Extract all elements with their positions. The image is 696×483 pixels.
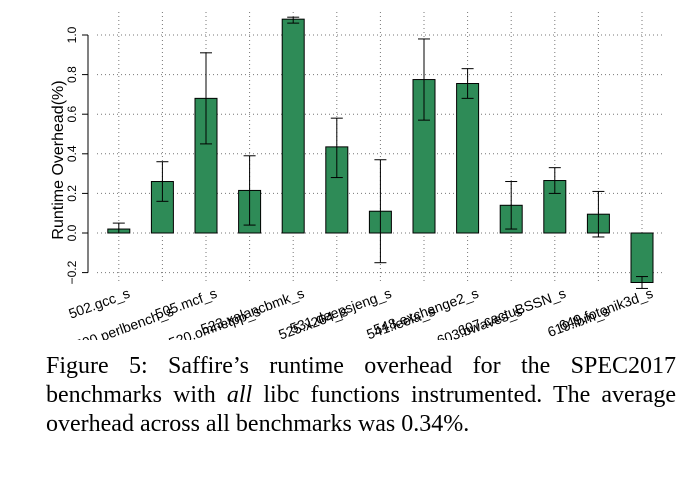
y-axis: −0.2 0.0 0.2 0.4 0.6 0.8 1.0: [65, 26, 89, 284]
figure-caption: Figure 5: Saffire’s runtime overhead for…: [46, 352, 676, 439]
error-bar: [592, 190, 605, 238]
error-bar: [374, 159, 387, 264]
x-tick-label: 649.fotonik3d_s: [557, 285, 655, 334]
y-tick-label: 1.0: [65, 26, 79, 43]
x-tick-label: 505.mcf_s: [153, 285, 219, 322]
error-bar: [548, 167, 561, 194]
bar: [630, 232, 654, 283]
error-bar: [243, 155, 256, 226]
error-bar: [112, 222, 125, 234]
error-bar: [418, 38, 430, 121]
error-bar: [505, 181, 518, 230]
error-bar: [287, 16, 300, 24]
y-tick-label: 0.0: [65, 224, 79, 241]
caption-prefix: Figure 5: Saffire’s runtime overhead for…: [46, 353, 676, 408]
caption-suffix: libc functions instrumented. The average…: [46, 382, 676, 437]
bar: [281, 18, 305, 234]
bars: [107, 18, 654, 283]
error-bar: [461, 68, 474, 99]
grid-lines: [97, 12, 664, 283]
error-bars: [112, 16, 648, 289]
y-axis-label: Runtime Overhead(%): [50, 80, 67, 239]
x-tick-label: 502.gcc_s: [66, 285, 131, 322]
caption-emphasis: all: [226, 382, 253, 408]
error-bar: [636, 276, 648, 289]
y-tick-label: 0.4: [65, 145, 79, 162]
error-bar: [156, 161, 169, 202]
y-tick-label: 0.6: [65, 106, 79, 123]
error-bar: [330, 117, 343, 179]
bar-chart: −0.2 0.0 0.2 0.4 0.6 0.8 1.0 502.gcc_s500.perl…: [50, 12, 664, 340]
error-bar: [200, 52, 212, 145]
y-tick-label: 0.8: [65, 66, 79, 83]
y-tick-label: 0.2: [65, 185, 79, 202]
y-tick-label: −0.2: [65, 260, 79, 284]
bar: [456, 83, 480, 234]
x-tick-labels: 502.gcc_s500.perlbench_s505.mcf_s520.omn…: [66, 285, 655, 340]
